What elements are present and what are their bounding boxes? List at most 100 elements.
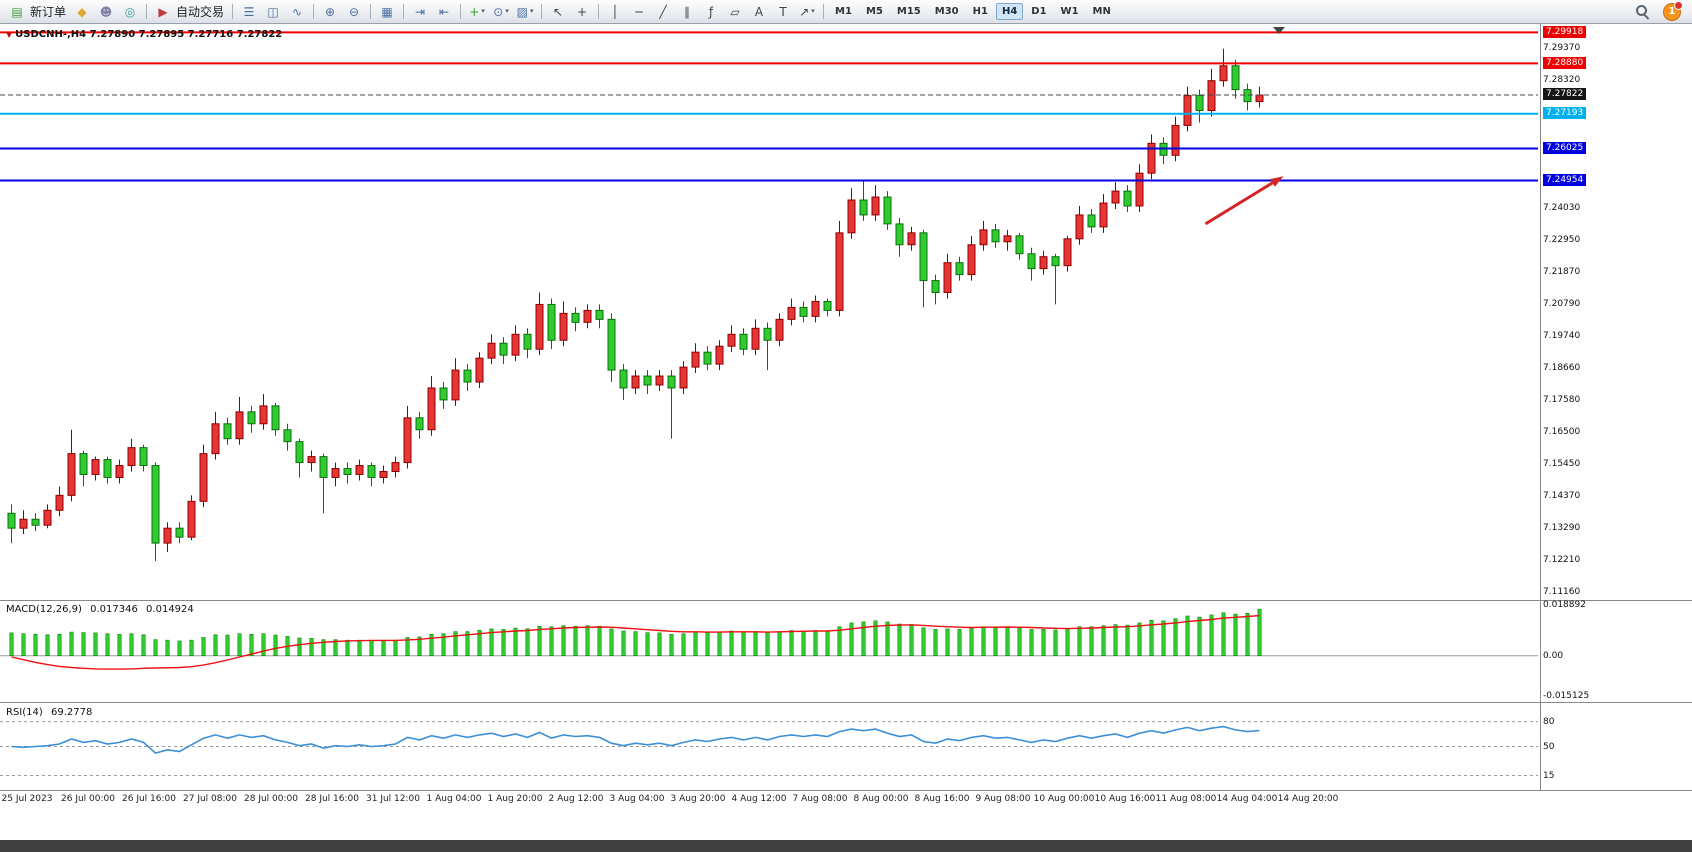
- candle-body: [787, 306, 796, 320]
- candle-body: [547, 303, 556, 341]
- symbol-icon: ▼: [6, 30, 13, 39]
- channel-icon-glyph: ∥: [684, 4, 691, 19]
- new-order-button-label[interactable]: 新订单: [30, 5, 67, 19]
- market-watch-icon[interactable]: ◎: [119, 1, 141, 22]
- candle-body: [91, 459, 100, 475]
- candle-body: [427, 387, 436, 431]
- candle-body: [283, 429, 292, 443]
- candle-body: [439, 387, 448, 401]
- candle-body: [355, 465, 364, 475]
- tile-windows-icon[interactable]: ▦: [376, 1, 398, 22]
- candle-body: [1123, 190, 1132, 207]
- dropdown-arrow-icon: ▾: [529, 7, 534, 15]
- zoom-out-icon-glyph: ⊖: [349, 4, 360, 19]
- text-icon-glyph: A: [754, 4, 764, 19]
- search-button[interactable]: [1632, 1, 1654, 22]
- candle-body: [991, 229, 1000, 243]
- timeframe-d1[interactable]: D1: [1031, 6, 1047, 17]
- autotrading-button-label[interactable]: 自动交易: [176, 5, 225, 19]
- dropdown-arrow-icon: ▾: [505, 7, 509, 15]
- candle-body: [943, 262, 952, 294]
- zoom-in-icon[interactable]: ⊕: [319, 1, 341, 22]
- candle-body: [631, 375, 640, 389]
- chart-wizard-icon[interactable]: ◆: [71, 1, 93, 22]
- candle-body: [127, 447, 136, 467]
- candle-body: [1099, 202, 1108, 228]
- periods-button[interactable]: ⊙ ▾: [490, 1, 512, 22]
- macd-signal-value: 0.014924: [146, 604, 194, 615]
- trend-arrow-annotation[interactable]: [1204, 176, 1284, 226]
- line-chart-icon[interactable]: ∿: [286, 1, 308, 22]
- candles-layer: [7, 48, 1264, 562]
- candle-body: [775, 318, 784, 341]
- crosshair-icon[interactable]: +: [571, 1, 593, 22]
- shapes-icon-glyph: ▱: [730, 4, 740, 19]
- text-icon[interactable]: A: [748, 1, 770, 22]
- timeframe-mn[interactable]: MN: [1092, 6, 1111, 17]
- profiles-icon[interactable]: ☻: [95, 1, 117, 22]
- candle-body: [511, 333, 520, 356]
- label-icon-glyph: T: [779, 4, 787, 19]
- chart-canvas[interactable]: [0, 24, 1692, 852]
- rsi-line: [11, 725, 1260, 754]
- trendline-icon[interactable]: ╱: [652, 1, 674, 22]
- shapes-icon[interactable]: ▱: [724, 1, 746, 22]
- autotrading-glyph: ▶: [158, 4, 168, 19]
- horizontal-scrollbar[interactable]: [0, 840, 1692, 852]
- candle-body: [667, 375, 676, 389]
- candle-body: [403, 417, 412, 464]
- candle-body: [1027, 253, 1036, 270]
- arrows-icon[interactable]: ↗ ▾: [796, 1, 818, 22]
- candle-body: [763, 327, 772, 341]
- timeframe-h1[interactable]: H1: [972, 6, 988, 17]
- timeframe-h4[interactable]: H4: [995, 3, 1024, 20]
- toolbar-separator: [370, 4, 372, 19]
- label-icon[interactable]: T: [772, 1, 794, 22]
- community-notification-badge[interactable]: 1: [1663, 0, 1683, 21]
- new-order-glyph: ▤: [11, 4, 23, 19]
- chart-shift-marker[interactable]: [1273, 27, 1285, 34]
- candle-body: [739, 333, 748, 350]
- search-icon: [1636, 4, 1650, 19]
- templates-button[interactable]: ▨ ▾: [514, 1, 536, 22]
- candle-body: [331, 468, 340, 478]
- toolbar-separator: [460, 4, 462, 19]
- chart-shift-icon[interactable]: ⇤: [433, 1, 455, 22]
- timeframe-m30[interactable]: M30: [934, 6, 959, 17]
- zoom-out-icon[interactable]: ⊖: [343, 1, 365, 22]
- line-chart-icon-glyph: ∿: [292, 4, 303, 19]
- candle-body: [895, 223, 904, 246]
- candle-body: [307, 456, 316, 464]
- candle-body: [571, 312, 580, 323]
- candle-body: [655, 375, 664, 386]
- toolbar-separator: [313, 4, 315, 19]
- cursor-icon[interactable]: ↖: [547, 1, 569, 22]
- candle-body: [1219, 65, 1228, 82]
- candle-chart-icon[interactable]: ◫: [262, 1, 284, 22]
- autotrading-button[interactable]: ▶: [152, 1, 174, 22]
- candle-body: [919, 232, 928, 282]
- horizontal-line-icon-glyph: ─: [635, 4, 643, 19]
- timeframe-w1[interactable]: W1: [1060, 6, 1079, 17]
- vertical-line-icon[interactable]: │: [604, 1, 626, 22]
- timeframe-m1[interactable]: M1: [835, 6, 852, 17]
- indicators-button[interactable]: + ▾: [466, 1, 488, 22]
- candle-body: [679, 366, 688, 389]
- candle-body: [43, 509, 52, 526]
- new-order-button[interactable]: ▤: [6, 1, 28, 22]
- channel-icon[interactable]: ∥: [676, 1, 698, 22]
- candle-body: [55, 494, 64, 511]
- candle-body: [727, 333, 736, 347]
- chart-title-text: USDCNH-,H4 7.27890 7.27895 7.27716 7.278…: [15, 29, 283, 40]
- timeframe-m5[interactable]: M5: [865, 6, 883, 17]
- timeframe-m15[interactable]: M15: [896, 6, 921, 17]
- horizontal-line-icon[interactable]: ─: [628, 1, 650, 22]
- market-watch-icon-glyph: ◎: [124, 4, 136, 19]
- candle-body: [175, 527, 184, 538]
- vertical-line-icon-glyph: │: [611, 4, 619, 19]
- candle-body: [1087, 214, 1096, 228]
- auto-scroll-icon[interactable]: ⇥: [409, 1, 431, 22]
- fibonacci-icon[interactable]: ƒ: [700, 1, 722, 22]
- candle-body: [1195, 95, 1204, 112]
- bar-chart-icon[interactable]: ☰: [238, 1, 260, 22]
